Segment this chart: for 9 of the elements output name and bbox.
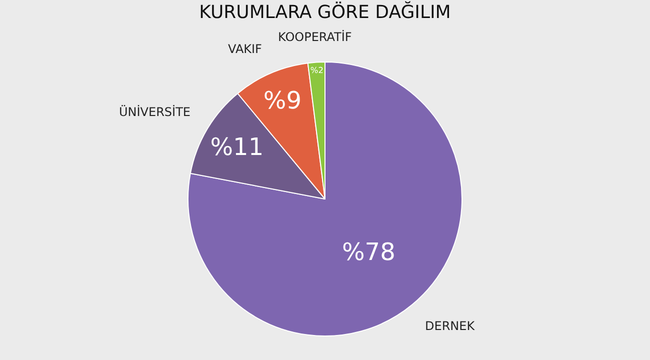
slice-label: KOOPERATİF [278,30,352,44]
slice-label: VAKIF [228,42,262,56]
slice-label: DERNEK [425,319,476,333]
data-label: %9 [263,86,302,115]
data-label: %11 [210,132,264,161]
chart-title: KURUMLARA GÖRE DAĞILIM [199,1,451,23]
data-label: %2 [310,65,324,76]
data-label: %78 [342,238,396,266]
slice-label: ÜNİVERSİTE [119,105,190,119]
